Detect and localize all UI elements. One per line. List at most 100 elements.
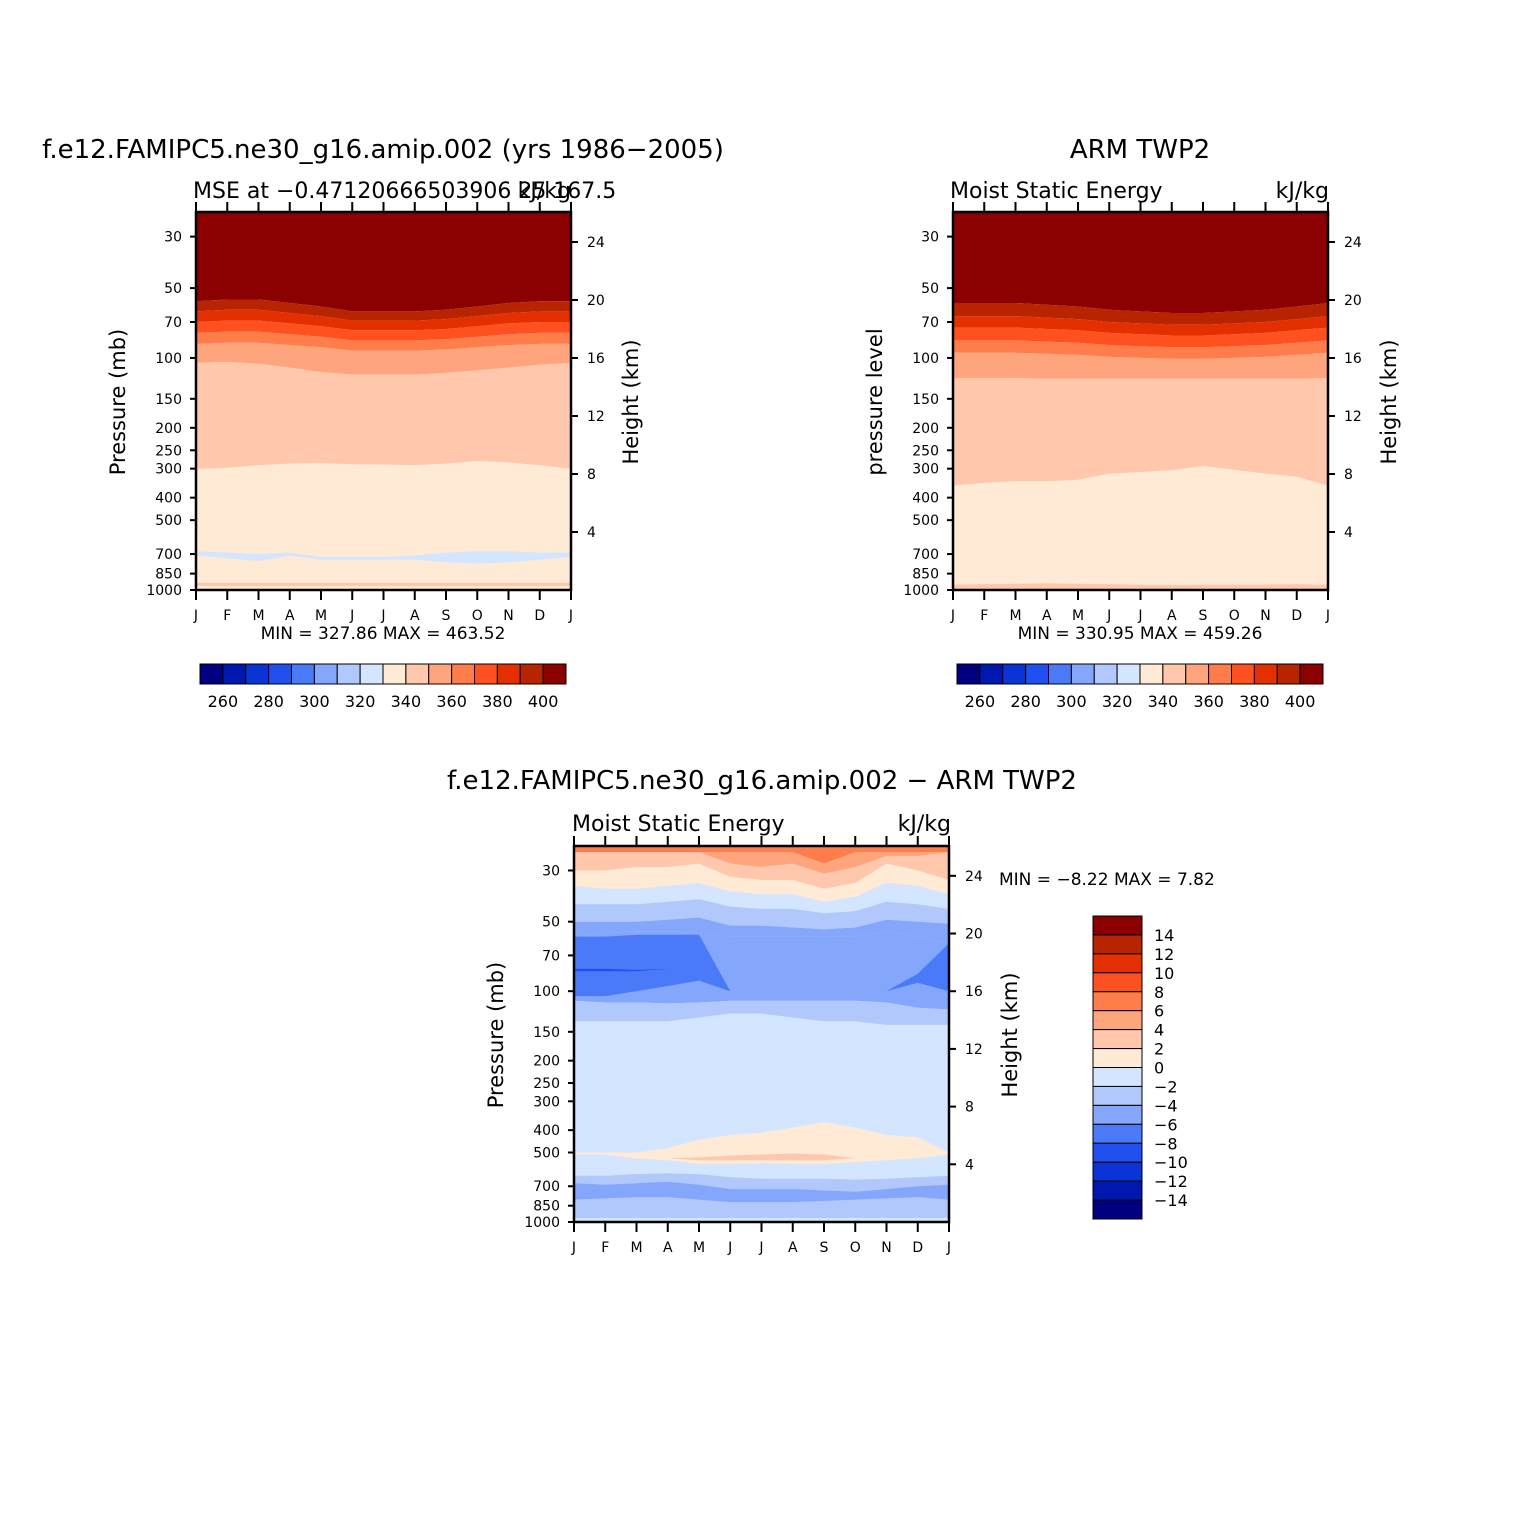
- pressure-tick-label: 500: [155, 513, 182, 529]
- colorbar-label: 320: [1102, 692, 1133, 711]
- height-tick-label: 16: [1344, 351, 1362, 367]
- colorbar-box: [1185, 663, 1210, 685]
- height-tick-label: 16: [587, 351, 605, 367]
- model-minmax: MIN = 327.86 MAX = 463.52: [261, 624, 506, 644]
- colorbar-box: [313, 663, 338, 685]
- colorbar-box: [1092, 991, 1143, 1012]
- month-tick-label: N: [1260, 608, 1270, 624]
- month-tick-label: M: [252, 608, 264, 624]
- month-tick-label: J: [946, 1240, 951, 1256]
- height-tick-label: 24: [587, 235, 605, 251]
- mse-fill-380-390: [953, 316, 1328, 336]
- month-tick-label: M: [693, 1240, 705, 1256]
- month-tick-label: O: [1229, 608, 1240, 624]
- month-tick-label: M: [1009, 608, 1021, 624]
- mse-fill-surface-band: [953, 583, 1328, 590]
- diff-fill-neg6-neg4-low: [574, 1181, 949, 1203]
- colorbar-box: [1070, 663, 1095, 685]
- diff-fill-neg4-neg2: [574, 899, 949, 930]
- colorbar-box: [1092, 1029, 1143, 1050]
- mse-fill-surface-band: [196, 582, 571, 586]
- colorbar-box: [1092, 1180, 1143, 1201]
- pressure-tick-label: 100: [912, 351, 939, 367]
- month-tick-label: N: [503, 608, 513, 624]
- month-tick-label: M: [315, 608, 327, 624]
- colorbar-box: [1025, 663, 1049, 685]
- mse-fill-350-360: [196, 342, 571, 375]
- month-tick-label: J: [950, 608, 955, 624]
- colorbar-label: 12: [1154, 945, 1174, 964]
- pressure-tick-label: 1000: [146, 583, 182, 599]
- colorbar-box: [1092, 1010, 1143, 1031]
- obs-minmax: MIN = 330.95 MAX = 459.26: [1018, 624, 1263, 644]
- pressure-tick-label: 200: [155, 421, 182, 437]
- colorbar-box: [979, 663, 1004, 685]
- colorbar-label: 340: [391, 692, 422, 711]
- diff-minmax: MIN = −8.22 MAX = 7.82: [999, 870, 1215, 890]
- pressure-tick-label: 70: [921, 315, 939, 331]
- month-tick-label: J: [758, 1240, 763, 1256]
- colorbar-label: 400: [1285, 692, 1316, 711]
- colorbar-label: −4: [1154, 1096, 1178, 1115]
- colorbar-label: 300: [1056, 692, 1087, 711]
- obs-ylabel-right: Height (km): [1377, 339, 1401, 464]
- height-tick-label: 12: [587, 409, 605, 425]
- pressure-tick-label: 100: [533, 984, 560, 1000]
- month-tick-label: S: [1199, 608, 1208, 624]
- pressure-tick-label: 400: [533, 1123, 560, 1139]
- obs-panel: ARM TWP2 Moist Static Energy kJ/kg 30 50 7…: [863, 135, 1401, 711]
- colorbar-box: [1093, 663, 1118, 685]
- pressure-tick-label: 400: [912, 491, 939, 507]
- colorbar-label: −2: [1154, 1077, 1178, 1096]
- month-tick-label: A: [285, 608, 295, 624]
- month-tick-label: F: [601, 1240, 609, 1256]
- colorbar-box: [1139, 663, 1164, 685]
- model-units: kJ/kg: [518, 179, 571, 204]
- colorbar-box: [956, 663, 981, 685]
- colorbar-label: 280: [1010, 692, 1041, 711]
- month-tick-label: A: [410, 608, 420, 624]
- colorbar-label: −12: [1154, 1172, 1188, 1191]
- colorbar-label: 8: [1154, 983, 1164, 1002]
- colorbar-label: 340: [1148, 692, 1179, 711]
- colorbar-box: [222, 663, 247, 685]
- diff-ylabel-left: Pressure (mb): [484, 962, 508, 1109]
- mse-fill-390-400: [196, 299, 571, 321]
- diff-fill-neg6-neg4: [574, 917, 949, 944]
- pressure-tick-label: 850: [155, 567, 182, 583]
- colorbar-box: [1092, 1142, 1143, 1163]
- pressure-tick-label: 250: [155, 443, 182, 459]
- model-left-subtitle: MSE at −0.47120666503906 25 167.5: [193, 179, 616, 204]
- obs-title: ARM TWP2: [1070, 135, 1210, 165]
- colorbar-box: [405, 663, 430, 685]
- colorbar-box: [199, 663, 224, 685]
- colorbar-box: [291, 663, 315, 685]
- colorbar-box: [1092, 1104, 1143, 1125]
- colorbar-label: 260: [208, 692, 239, 711]
- colorbar-box: [1092, 1123, 1143, 1144]
- colorbar-label: 14: [1154, 926, 1174, 945]
- colorbar-label: 4: [1154, 1021, 1164, 1040]
- colorbar-label: −8: [1154, 1134, 1178, 1153]
- model-panel: f.e12.FAMIPC5.ne30_g16.amip.002 (yrs 198…: [42, 135, 724, 711]
- diff-ylabel-right: Height (km): [998, 972, 1022, 1097]
- obs-ylabel-left: pressure level: [863, 328, 887, 475]
- month-tick-label: J: [568, 608, 573, 624]
- pressure-tick-label: 70: [164, 315, 182, 331]
- pressure-tick-label: 30: [164, 230, 182, 246]
- diff-fill-neg2-0-upper: [574, 883, 949, 914]
- pressure-tick-label: 200: [912, 421, 939, 437]
- colorbar-box: [359, 663, 384, 685]
- mse-fill-350-360: [953, 352, 1328, 379]
- diff-units: kJ/kg: [898, 812, 951, 837]
- month-tick-label: M: [1072, 608, 1084, 624]
- mse-fill-370-380: [196, 320, 571, 341]
- colorbar-label: 380: [1239, 692, 1270, 711]
- month-tick-label: F: [223, 608, 231, 624]
- pressure-tick-label: 300: [533, 1094, 560, 1110]
- colorbar-box: [1092, 1199, 1143, 1220]
- colorbar-label: 0: [1154, 1059, 1164, 1078]
- diff-fill-neg12-neg10: [574, 968, 949, 972]
